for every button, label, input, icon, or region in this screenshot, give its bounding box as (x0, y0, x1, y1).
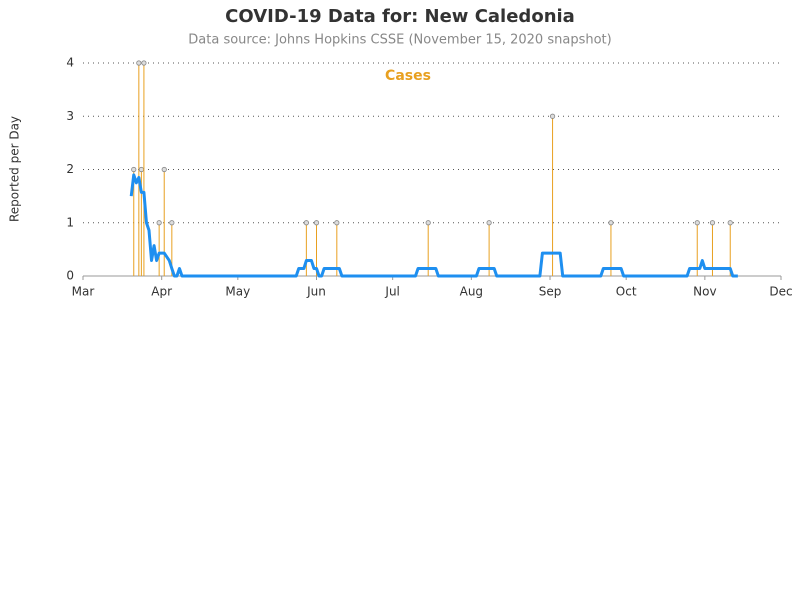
x-tick-label: May (225, 285, 250, 299)
x-tick-label: Jun (306, 285, 326, 299)
point (156, 220, 162, 226)
y-tick-label: 1 (66, 215, 74, 229)
x-tick-label: Sep (539, 285, 562, 299)
point (425, 220, 431, 226)
point (694, 220, 700, 226)
x-tick-label: Mar (72, 285, 95, 299)
point (138, 166, 144, 173)
point (709, 220, 716, 226)
y-axis-label: Reported per Day (8, 116, 22, 222)
point (161, 166, 167, 173)
x-tick-label: Oct (616, 285, 637, 299)
point (727, 220, 733, 226)
chart-subtitle: Data source: Johns Hopkins CSSE (Novembe… (188, 33, 611, 48)
x-tick-label: Aug (460, 285, 483, 299)
point (313, 220, 320, 226)
point (131, 166, 137, 173)
point (549, 113, 556, 119)
point (486, 220, 492, 226)
x-tick-label: Apr (151, 285, 172, 299)
y-tick-label: 2 (66, 162, 74, 176)
x-tick-label: Dec (769, 285, 792, 299)
y-tick-label: 4 (66, 56, 74, 70)
x-tick-label: Nov (693, 285, 716, 299)
x-tick-label: Jul (384, 285, 399, 299)
legend-label: Cases (385, 68, 431, 84)
point (303, 220, 309, 226)
average-line (129, 173, 738, 278)
chart-title: COVID-19 Data for: New Caledonia (225, 6, 575, 27)
point (141, 60, 147, 66)
point (334, 220, 340, 226)
y-tick-label: 0 (66, 269, 74, 283)
point (608, 220, 614, 226)
point (136, 60, 142, 66)
point (169, 220, 175, 226)
y-tick-label: 3 (66, 109, 74, 123)
